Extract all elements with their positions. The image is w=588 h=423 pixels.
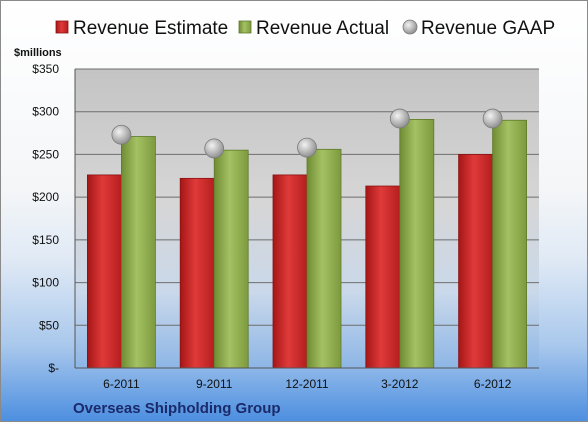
marker-revenue-gaap: [389, 108, 410, 129]
marker-revenue-gaap: [111, 124, 132, 145]
bar-revenue-actual: [306, 148, 342, 369]
y-tick-label: $350: [32, 62, 59, 76]
company-name: Overseas Shipholding Group: [73, 400, 281, 417]
y-axis: $- $50 $100 $150 $200 $250 $300 $350: [32, 62, 76, 375]
legend-swatch: [55, 20, 69, 34]
marker-revenue-gaap: [482, 108, 503, 129]
bar-revenue-estimate: [179, 177, 215, 369]
x-tick-label: 6-2011: [103, 377, 140, 391]
legend-swatch: [402, 19, 418, 35]
x-tick-label: 6-2012: [474, 377, 512, 391]
legend-swatch: [238, 20, 252, 34]
x-tick-label: 9-2011: [196, 377, 233, 391]
y-tick-label: $100: [32, 276, 59, 290]
marker-revenue-gaap: [204, 138, 225, 159]
legend-label: Revenue Actual: [256, 18, 389, 39]
y-tick-label: $250: [32, 147, 59, 161]
y-tick-label: $150: [32, 233, 59, 247]
bar-revenue-estimate: [87, 174, 122, 369]
x-tick-label: 3-2012: [381, 377, 419, 391]
y-tick-label: $300: [32, 105, 59, 119]
bar-revenue-actual: [399, 119, 435, 369]
x-axis: 6-2011 9-2011 12-2011 3-2012 6-2012: [75, 367, 539, 391]
bars: [87, 119, 528, 369]
y-tick-label: $-: [48, 361, 59, 375]
legend-label: Revenue GAAP: [421, 18, 555, 39]
bar-revenue-actual: [213, 149, 249, 369]
y-tick-label: $50: [39, 318, 59, 332]
gaap-markers: [111, 108, 503, 159]
bar-revenue-estimate: [365, 185, 401, 369]
y-tick-label: $200: [32, 190, 59, 204]
bar-revenue-actual: [121, 136, 156, 369]
bar-revenue-actual: [492, 119, 528, 369]
marker-revenue-gaap: [297, 137, 317, 158]
y-axis-unit-label: $millions: [14, 47, 62, 59]
bar-revenue-estimate: [458, 154, 494, 369]
bar-revenue-estimate: [272, 174, 308, 369]
legend: Revenue Estimate Revenue Actual Revenue GA…: [55, 18, 555, 39]
x-tick-label: 12-2011: [285, 377, 328, 391]
legend-label: Revenue Estimate: [73, 18, 228, 39]
